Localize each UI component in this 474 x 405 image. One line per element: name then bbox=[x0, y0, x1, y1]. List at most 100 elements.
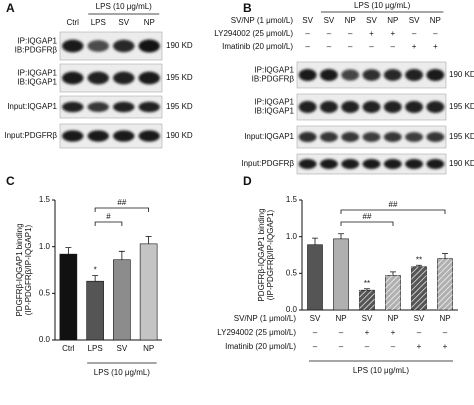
blot-band bbox=[87, 130, 109, 142]
blot-band bbox=[405, 159, 424, 169]
error-bar bbox=[338, 233, 344, 239]
condition-label: SV/NP (1 μmol/L) bbox=[234, 314, 297, 323]
blot-band bbox=[62, 130, 84, 142]
blot-band bbox=[87, 101, 109, 113]
blot-band bbox=[383, 69, 402, 81]
blot-band bbox=[62, 71, 84, 85]
error-bar bbox=[118, 250, 125, 260]
y-tick-label: 0.5 bbox=[39, 288, 51, 297]
blot-band bbox=[426, 101, 445, 113]
condition-mark: – bbox=[327, 29, 332, 38]
condition-mark: – bbox=[327, 42, 332, 51]
error-bar bbox=[312, 237, 318, 245]
blot-band bbox=[319, 68, 338, 82]
blot-band bbox=[362, 101, 381, 113]
blot-band bbox=[62, 101, 84, 113]
bar bbox=[86, 280, 104, 341]
blot-band bbox=[362, 159, 381, 169]
y-tick-label: 1.5 bbox=[39, 195, 51, 204]
blot-strip bbox=[59, 95, 163, 119]
condition-label: SV/NP (1 μmol/L) bbox=[231, 16, 294, 25]
blot-band bbox=[426, 131, 445, 143]
blot-band bbox=[383, 159, 402, 169]
condition-mark: – bbox=[305, 42, 310, 51]
error-bar bbox=[65, 247, 72, 255]
error-bar bbox=[364, 288, 370, 291]
molecular-weight: 190 KDa bbox=[449, 70, 474, 79]
condition-label: Imatinib (20 μmol/L) bbox=[225, 342, 296, 351]
error-bar bbox=[416, 264, 422, 267]
condition-label: LY294002 (25 μmol/L) bbox=[217, 328, 296, 337]
y-tick-label: 0.5 bbox=[286, 268, 298, 277]
y-axis-label: PDGFRβ-IQGAP1 binding bbox=[15, 223, 24, 316]
x-tick-label: NP bbox=[143, 344, 154, 353]
blot-label: Input:IQGAP1 bbox=[7, 102, 57, 111]
condition-mark: – bbox=[443, 328, 448, 337]
error-bar bbox=[390, 271, 396, 276]
bar bbox=[307, 244, 323, 311]
significance-bracket bbox=[340, 209, 446, 214]
bracket-label: ## bbox=[363, 212, 372, 221]
error-bar bbox=[145, 236, 152, 244]
condition-mark: – bbox=[348, 29, 353, 38]
condition-mark: SV bbox=[302, 16, 313, 25]
blot-label: IB:PDGFRβ bbox=[15, 46, 58, 55]
condition-mark: – bbox=[339, 328, 344, 337]
molecular-weight: 195 KD bbox=[166, 102, 193, 111]
blot-band bbox=[87, 40, 109, 52]
bar bbox=[113, 259, 131, 341]
molecular-weight: 195 KD bbox=[449, 132, 474, 141]
y-axis-label: (IP-PDGFRβ/IP-IQGAP1) bbox=[24, 224, 33, 315]
significance-mark: * bbox=[94, 266, 97, 275]
bar-hatch bbox=[359, 290, 375, 310]
condition-mark: – bbox=[433, 29, 438, 38]
blot-band bbox=[405, 101, 424, 113]
panel-label: A bbox=[6, 1, 15, 15]
condition-mark: – bbox=[417, 328, 422, 337]
y-tick-label: 0.0 bbox=[39, 335, 51, 344]
blot-band bbox=[113, 71, 135, 85]
blot-band bbox=[298, 131, 317, 143]
blot-band bbox=[298, 101, 317, 113]
x-tick-label: SV bbox=[117, 344, 128, 353]
error-bar bbox=[442, 253, 448, 259]
condition-mark: – bbox=[369, 42, 374, 51]
condition-mark: – bbox=[313, 328, 318, 337]
condition-mark: SV bbox=[324, 16, 335, 25]
blot-band bbox=[405, 132, 424, 142]
bar-hatch bbox=[437, 258, 453, 310]
blot-band bbox=[319, 159, 338, 169]
lane-label: NP bbox=[144, 18, 155, 27]
treatment-label: LPS (10 μg/mL) bbox=[354, 1, 411, 10]
molecular-weight: 190 KD bbox=[166, 41, 193, 50]
significance-bracket bbox=[340, 221, 394, 226]
bar bbox=[59, 253, 78, 341]
panel-label: D bbox=[243, 174, 252, 188]
x-tick-label: NP bbox=[335, 314, 346, 323]
condition-mark: – bbox=[339, 342, 344, 351]
molecular-weight: 190 KD bbox=[166, 131, 193, 140]
condition-mark: + bbox=[412, 42, 417, 51]
x-tick-label: LPS bbox=[88, 344, 103, 353]
group-label: LPS (10 μg/mL) bbox=[94, 368, 151, 377]
y-axis-label: (IP-PDGFRβ/IP-IQGAP1) bbox=[266, 209, 275, 300]
panel-label: C bbox=[6, 174, 15, 188]
condition-mark: + bbox=[369, 29, 374, 38]
y-tick-label: 1.5 bbox=[286, 195, 298, 204]
lane-label: SV bbox=[118, 18, 129, 27]
significance-bracket bbox=[94, 221, 123, 226]
condition-mark: SV bbox=[409, 16, 420, 25]
bar bbox=[139, 243, 158, 341]
molecular-weight: 195 KD bbox=[166, 73, 193, 82]
condition-mark: – bbox=[305, 29, 310, 38]
blot-label: IB:PDGFRβ bbox=[252, 75, 295, 84]
condition-mark: + bbox=[365, 328, 370, 337]
blot-band bbox=[319, 101, 338, 113]
y-axis-label: PDGFRβ-IQGAP1 binding bbox=[257, 208, 266, 301]
bracket-label: ## bbox=[117, 198, 126, 207]
blot-band bbox=[113, 101, 135, 113]
blot-band bbox=[341, 131, 360, 143]
blot-band bbox=[341, 69, 360, 81]
blot-band bbox=[113, 39, 135, 53]
blot-band bbox=[341, 159, 360, 169]
